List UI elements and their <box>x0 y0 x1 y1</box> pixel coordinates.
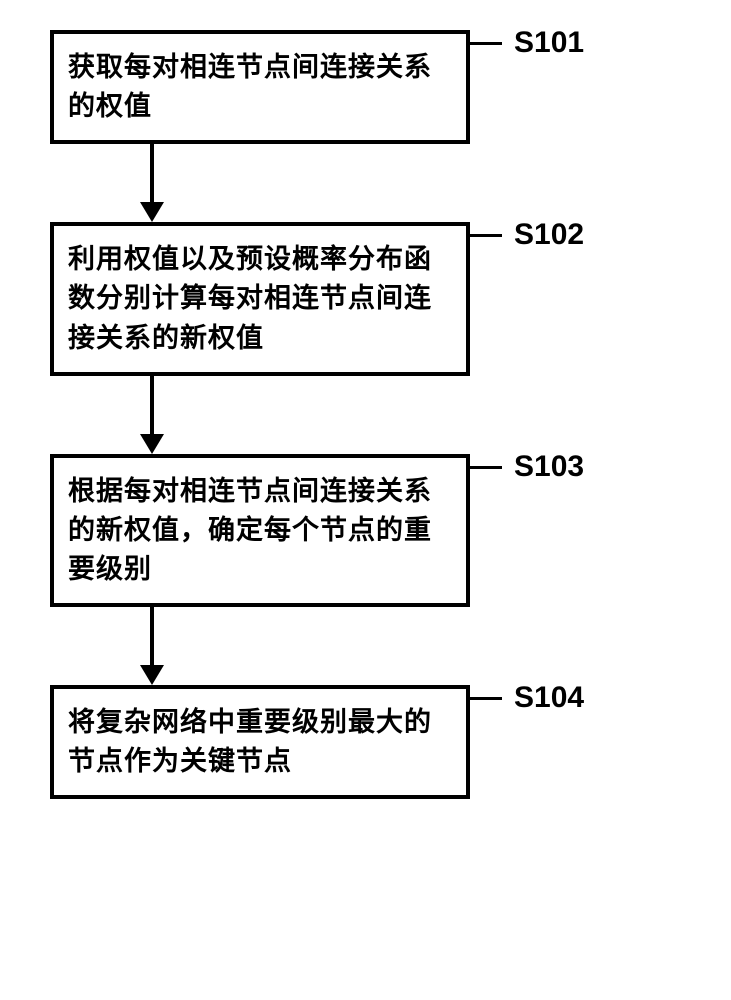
flow-node-text: 获取每对相连节点间连接关系的权值 <box>68 48 452 126</box>
flow-node-label: S101 <box>514 26 584 60</box>
label-connector <box>470 222 502 242</box>
connector-line <box>150 607 154 669</box>
flow-row: 获取每对相连节点间连接关系的权值S101 <box>50 30 584 144</box>
flow-node-label: S104 <box>514 681 584 715</box>
flow-node-box: 将复杂网络中重要级别最大的节点作为关键节点 <box>50 685 470 799</box>
flow-node-text: 根据每对相连节点间连接关系的新权值，确定每个节点的重要级别 <box>68 472 452 589</box>
flow-connector <box>50 144 470 222</box>
connector-line <box>150 144 154 206</box>
connector-line <box>150 376 154 438</box>
flow-node-label: S103 <box>514 450 584 484</box>
flow-node-label: S102 <box>514 218 584 252</box>
arrowhead-icon <box>140 202 164 222</box>
flow-node-box: 获取每对相连节点间连接关系的权值 <box>50 30 470 144</box>
arrowhead-icon <box>140 665 164 685</box>
label-connector-line <box>470 466 502 469</box>
label-connector <box>470 454 502 474</box>
flow-node-text: 利用权值以及预设概率分布函数分别计算每对相连节点间连接关系的新权值 <box>68 240 452 357</box>
flow-connector <box>50 376 470 454</box>
flow-node-text: 将复杂网络中重要级别最大的节点作为关键节点 <box>68 703 452 781</box>
flow-row: 利用权值以及预设概率分布函数分别计算每对相连节点间连接关系的新权值S102 <box>50 222 584 375</box>
label-connector-line <box>470 42 502 45</box>
label-connector-line <box>470 697 502 700</box>
label-connector <box>470 30 502 50</box>
flow-connector <box>50 607 470 685</box>
flow-node-box: 根据每对相连节点间连接关系的新权值，确定每个节点的重要级别 <box>50 454 470 607</box>
flow-node-box: 利用权值以及预设概率分布函数分别计算每对相连节点间连接关系的新权值 <box>50 222 470 375</box>
flowchart-container: 获取每对相连节点间连接关系的权值S101 利用权值以及预设概率分布函数分别计算每对… <box>50 30 584 799</box>
label-connector-line <box>470 234 502 237</box>
flow-row: 将复杂网络中重要级别最大的节点作为关键节点S104 <box>50 685 584 799</box>
label-connector <box>470 685 502 705</box>
arrowhead-icon <box>140 434 164 454</box>
flow-row: 根据每对相连节点间连接关系的新权值，确定每个节点的重要级别S103 <box>50 454 584 607</box>
